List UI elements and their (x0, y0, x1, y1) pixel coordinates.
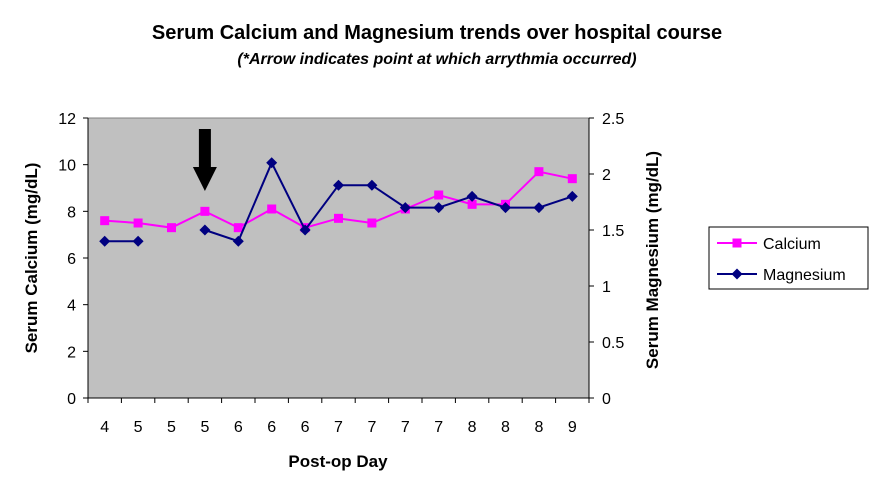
magnesium-point (399, 202, 411, 214)
calcium-point (467, 199, 477, 209)
calcium-point (133, 218, 143, 228)
magnesium-point (433, 202, 445, 214)
legend-box (708, 226, 869, 290)
left-axis: 0 2 4 6 8 10 12 (58, 111, 89, 408)
y-left-tick-label: 8 (67, 204, 76, 221)
x-tick-label: 9 (568, 419, 577, 436)
x-tick-label: 4 (100, 419, 109, 436)
legend: Calcium Magnesium (708, 226, 869, 290)
calcium-point (167, 223, 176, 233)
x-tick-label: 7 (401, 419, 410, 436)
magnesium-point (232, 235, 244, 247)
magnesium-point (99, 235, 111, 247)
x-tick-label: 5 (200, 419, 209, 436)
plot-area (87, 117, 590, 399)
y-right-tick-label: 1.5 (602, 223, 624, 240)
y-left-tick-label: 4 (67, 298, 76, 315)
calcium-point (200, 206, 210, 216)
x-tick-label: 6 (234, 419, 243, 436)
magnesium-point (333, 179, 344, 191)
y-axis-left-title: Serum Calcium (mg/dL) (22, 163, 41, 354)
series-layer (99, 157, 578, 247)
chart-title: Serum Calcium and Magnesium trends over … (152, 22, 722, 44)
magnesium-line (204, 160, 573, 243)
calcium-point (534, 167, 544, 177)
x-tick-label: 6 (301, 419, 310, 436)
y-axis-right-title: Serum Magnesium (mg/dL) (643, 151, 662, 369)
legend-label-magnesium: Magnesium (763, 267, 846, 284)
x-axis: 4 5 5 5 6 6 6 7 7 7 7 8 8 8 9 (87, 397, 590, 436)
y-right-tick-label: 0.5 (602, 335, 624, 352)
y-right-tick-label: 0 (602, 391, 611, 408)
calcium-point (233, 223, 243, 233)
magnesium-point (366, 179, 378, 191)
chart-subtitle: (*Arrow indicates point at which arrythm… (237, 51, 636, 68)
y-right-tick-label: 1 (602, 279, 611, 296)
y-left-tick-label: 12 (58, 111, 76, 128)
magnesium-point (533, 202, 545, 214)
x-tick-label: 8 (534, 419, 543, 436)
magnesium-point (566, 190, 578, 202)
magnesium-point (299, 224, 311, 236)
calcium-point (267, 204, 277, 214)
calcium-point (367, 218, 377, 228)
x-tick-label: 5 (167, 419, 176, 436)
x-axis-title: Post-op Day (288, 452, 388, 471)
magnesium-point (199, 224, 211, 236)
x-tick-label: 5 (134, 419, 143, 436)
x-tick-label: 7 (367, 419, 376, 436)
y-right-tick-label: 2.5 (602, 111, 624, 128)
magnesium-point (466, 190, 478, 202)
x-tick-label: 6 (267, 419, 276, 436)
x-tick-label: 8 (468, 419, 477, 436)
right-axis: 0 0.5 1 1.5 2 2.5 (588, 111, 624, 408)
calcium-point (100, 216, 110, 226)
legend-marker (732, 238, 742, 248)
calcium-point (567, 174, 577, 184)
calcium-point (434, 190, 444, 200)
x-tick-label: 7 (434, 419, 443, 436)
magnesium-point (132, 235, 144, 247)
y-right-tick-label: 2 (602, 167, 611, 184)
magnesium-point (266, 157, 278, 169)
legend-marker (731, 268, 743, 280)
x-tick-label: 7 (334, 419, 343, 436)
calcium-point (334, 213, 343, 223)
y-left-tick-label: 10 (58, 158, 76, 175)
legend-label-calcium: Calcium (763, 236, 821, 253)
x-tick-label: 8 (501, 419, 510, 436)
y-left-tick-label: 0 (67, 391, 76, 408)
y-left-tick-label: 6 (67, 251, 76, 268)
y-left-tick-label: 2 (67, 344, 76, 361)
arrhythmia-arrow-icon (192, 129, 217, 191)
annotation-layer (192, 129, 217, 191)
magnesium-point (500, 202, 511, 214)
series-magnesium (99, 157, 578, 247)
